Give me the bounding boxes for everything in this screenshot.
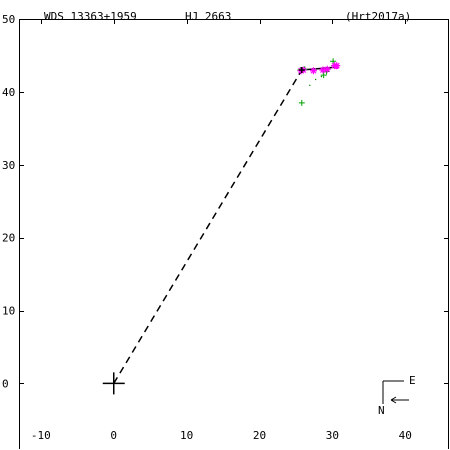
observation-plus [298,99,305,106]
observation-plus [330,58,337,65]
direction-arrow-icon [390,396,409,404]
x-tick-label: -10 [31,429,51,442]
east-label: E [409,374,416,387]
observation-asterisk [319,66,327,74]
y-tick-label: 30 [2,159,15,172]
x-tick-label: 0 [110,429,117,442]
north-label: N [378,404,385,417]
orbit-end-marker [334,65,339,70]
x-tick-label: 30 [326,429,339,442]
primary-star-marker [102,372,125,395]
orbit-data [102,58,341,395]
axis-ticks [19,19,449,384]
y-tick-label: 20 [2,232,15,245]
x-tick-label: 10 [180,429,193,442]
observation-asterisk [323,65,331,73]
orbit-reference: (Hrt2017a) [345,10,412,23]
y-tick-label: 10 [2,305,15,318]
y-tick-label: 50 [2,13,15,26]
residual-dot [320,75,323,78]
tick-labels: 0 10 20 30 40 50 -10 0 10 20 30 40 [2,13,412,442]
wds-identifier: WDS 13363+1959 [44,10,137,23]
residual-dot [309,84,311,87]
orbit-node-marker [298,67,305,74]
node-line [113,69,303,384]
observation-plus [320,72,327,79]
y-tick-label: 40 [2,86,15,99]
x-tick-label: 40 [399,429,412,442]
y-tick-label: 0 [2,377,9,390]
plot-frame [19,19,449,449]
residual-dot [314,78,317,81]
discoverer-designation: HJ 2663 [185,10,232,23]
orientation-indicator: E N [378,374,416,417]
observation-asterisk [309,67,317,75]
x-tick-label: 20 [253,429,266,442]
compass-corner [382,380,404,404]
